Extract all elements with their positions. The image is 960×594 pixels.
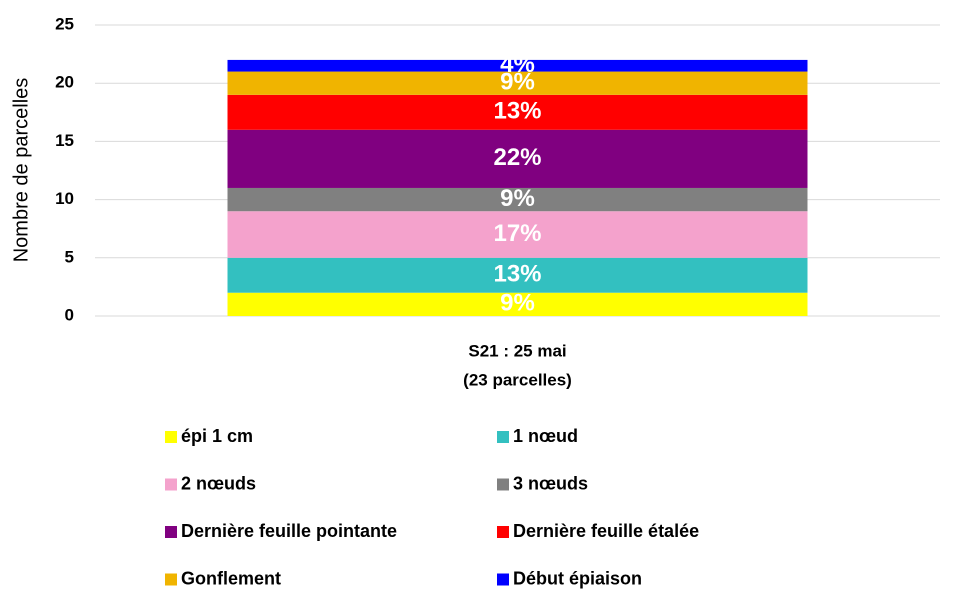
y-tick-label: 20 [55,73,74,92]
legend-label: 3 nœuds [513,473,588,493]
legend-swatch [165,526,177,538]
x-tick-label: S21 : 25 mai [468,341,566,360]
bar-segment [227,292,808,316]
data-label: 9% [500,69,535,96]
y-tick-label: 15 [55,131,74,150]
y-tick-label: 5 [65,247,74,266]
y-axis-title: Nombre de parcelles [10,78,32,263]
data-label: 4% [500,51,535,78]
legend-swatch [497,478,509,491]
data-label: 22% [493,144,541,171]
y-tick-label: 25 [55,14,74,33]
bar-segment [227,94,808,130]
legend-swatch [497,573,509,586]
legend-label: Dernière feuille étalée [513,521,699,541]
y-tick-label: 10 [55,189,74,208]
bar-segment [227,257,808,293]
bar-segment [227,187,808,212]
legend-swatch [165,431,177,443]
data-label: 17% [493,220,541,247]
legend-label: Dernière feuille pointante [181,521,397,541]
legend-label: épi 1 cm [181,426,253,446]
legend-swatch [497,526,509,538]
x-tick-label: (23 parcelles) [463,370,572,389]
legend-label: Début épiaison [513,568,642,588]
legend-swatch [165,478,177,491]
data-label: 9% [500,290,535,317]
legend-swatch [497,431,509,443]
data-label: 13% [493,261,541,288]
bar-segment [227,71,808,95]
legend-label: 2 nœuds [181,473,256,493]
data-label: 13% [493,98,541,125]
legend-label: 1 nœud [513,426,578,446]
bar-segment [227,129,808,188]
legend-swatch [165,573,177,586]
data-label: 9% [500,185,535,212]
y-tick-label: 0 [65,305,74,324]
legend-label: Gonflement [181,568,281,588]
bar-segment [227,211,808,258]
bar-segment [227,59,808,72]
